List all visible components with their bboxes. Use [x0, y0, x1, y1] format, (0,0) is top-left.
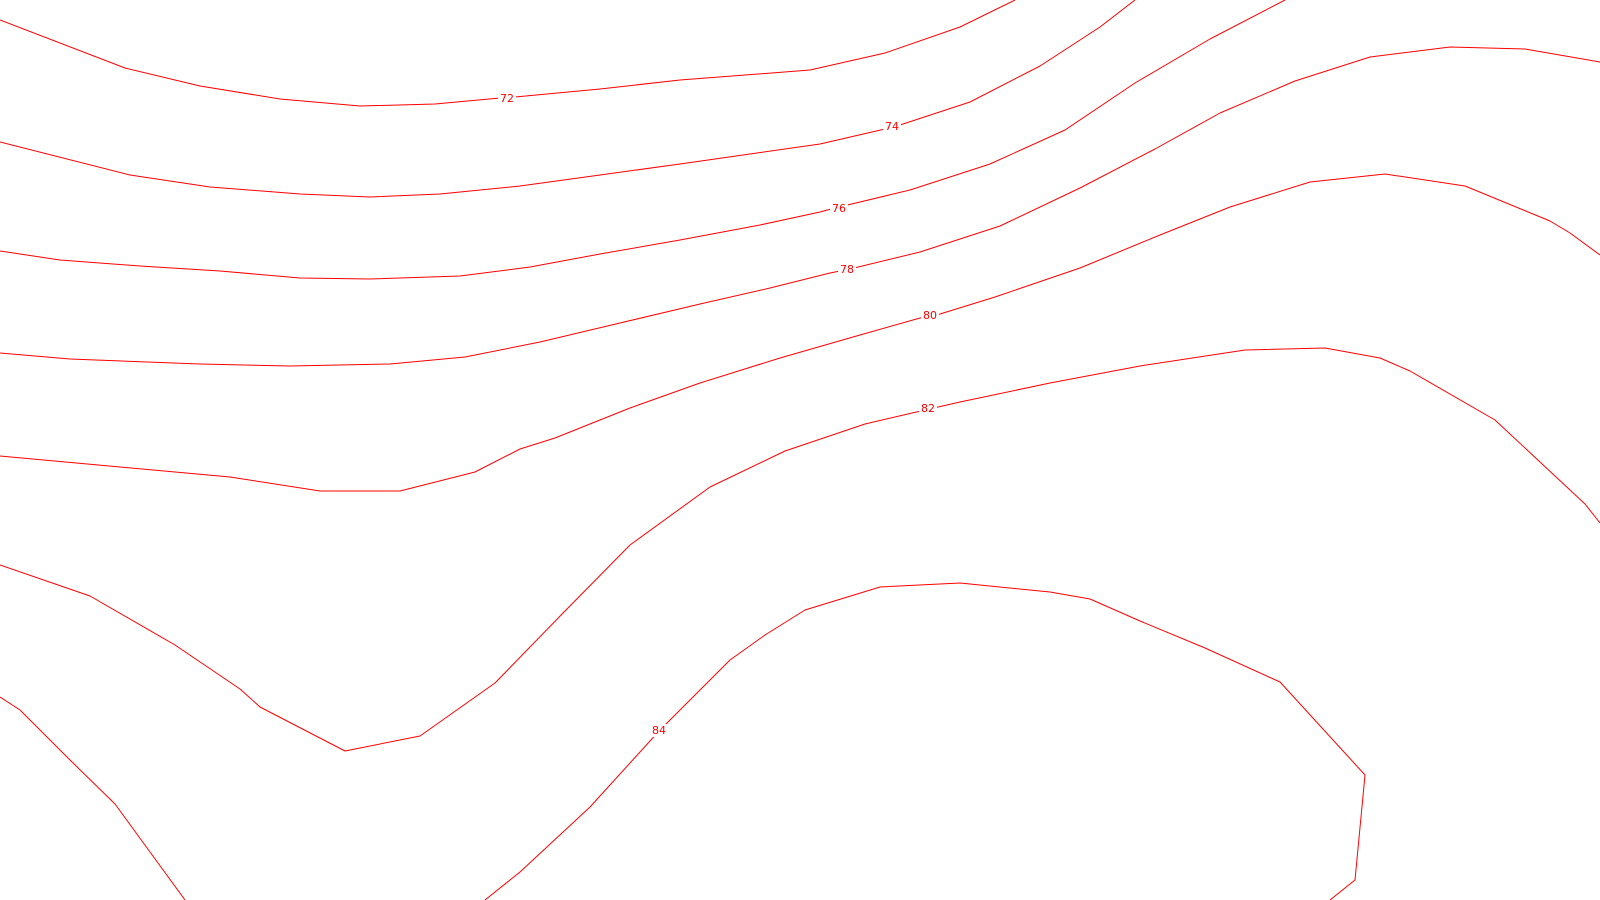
contour-label-halo — [921, 309, 939, 322]
contour-label-halo — [838, 263, 856, 276]
contour-label-halo — [650, 724, 668, 737]
contour-label-halo — [883, 120, 901, 133]
contour-label-84: 84 — [652, 724, 666, 737]
contour-line-76 — [0, 0, 1286, 280]
contour-label-82: 82 — [921, 402, 935, 415]
contour-label-halo — [919, 402, 937, 415]
contour-label-72: 72 — [500, 92, 514, 105]
contour-label-78: 78 — [840, 263, 854, 276]
contour-line-74 — [0, 0, 1136, 198]
contour-label-80: 80 — [923, 309, 937, 322]
contour-label-76: 76 — [832, 202, 846, 215]
contour-label-halo — [830, 202, 848, 215]
contour-line-84 — [484, 582, 1366, 900]
contour-label-halo — [498, 92, 516, 105]
contour-label-74: 74 — [885, 120, 899, 133]
contour-line-80 — [0, 173, 1600, 492]
contour-line-84-secondary — [0, 696, 186, 900]
contour-line-82 — [0, 347, 1600, 752]
